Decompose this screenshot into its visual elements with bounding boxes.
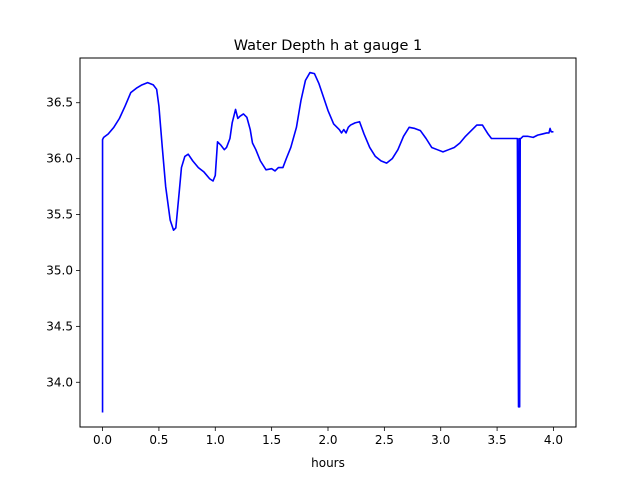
y-tick-label: 35.5 bbox=[46, 208, 73, 222]
y-tick-label: 36.5 bbox=[46, 96, 73, 110]
chart-title: Water Depth h at gauge 1 bbox=[234, 38, 422, 54]
y-tick-label: 36.0 bbox=[46, 152, 73, 166]
x-tick-label: 1.0 bbox=[206, 433, 225, 447]
x-tick-label: 0.5 bbox=[149, 433, 168, 447]
x-tick-label: 0.0 bbox=[93, 433, 112, 447]
x-tick-label: 2.5 bbox=[375, 433, 394, 447]
series-line-0 bbox=[101, 71, 554, 413]
x-tick-label: 3.5 bbox=[488, 433, 507, 447]
x-tick-label: 4.0 bbox=[544, 433, 563, 447]
y-tick-label: 34.0 bbox=[46, 375, 73, 389]
plot-layer bbox=[101, 71, 554, 413]
y-tick-label: 35.0 bbox=[46, 263, 73, 277]
y-tick-label: 34.5 bbox=[46, 319, 73, 333]
y-axis-ticks: 34.0 34.5 35.0 35.5 36.0 36.5 bbox=[46, 96, 80, 389]
x-tick-label: 1.5 bbox=[262, 433, 281, 447]
x-tick-label: 2.0 bbox=[318, 433, 337, 447]
axes-frame bbox=[79, 57, 577, 428]
x-axis-label: hours bbox=[311, 456, 345, 470]
x-axis-ticks: 0.0 0.5 1.0 1.5 2.0 2.5 3.0 3.5 4.0 bbox=[93, 427, 563, 447]
x-tick-label: 3.0 bbox=[431, 433, 450, 447]
